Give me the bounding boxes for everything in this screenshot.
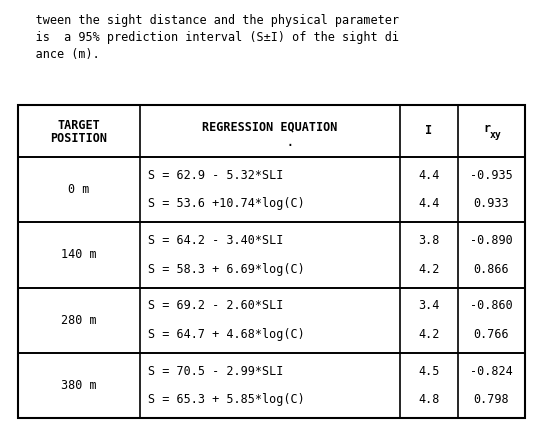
Text: S = 64.7 + 4.68*log(C): S = 64.7 + 4.68*log(C) bbox=[148, 328, 305, 341]
Text: 0 m: 0 m bbox=[68, 183, 90, 196]
Text: 0.933: 0.933 bbox=[473, 198, 509, 210]
Text: tween the sight distance and the physical parameter: tween the sight distance and the physica… bbox=[0, 14, 399, 27]
Text: 4.4: 4.4 bbox=[418, 198, 440, 210]
Text: r: r bbox=[483, 122, 490, 134]
Text: 4.2: 4.2 bbox=[418, 263, 440, 276]
Text: 380 m: 380 m bbox=[61, 379, 97, 392]
Text: -0.935: -0.935 bbox=[470, 169, 513, 182]
Text: REGRESSION EQUATION: REGRESSION EQUATION bbox=[203, 121, 338, 133]
Text: ance (m).: ance (m). bbox=[0, 48, 100, 61]
Text: 0.798: 0.798 bbox=[473, 393, 509, 406]
Text: I: I bbox=[425, 125, 433, 138]
Text: S = 64.2 - 3.40*SLI: S = 64.2 - 3.40*SLI bbox=[148, 234, 283, 247]
Text: 140 m: 140 m bbox=[61, 248, 97, 261]
Text: -0.890: -0.890 bbox=[470, 234, 513, 247]
Text: S = 69.2 - 2.60*SLI: S = 69.2 - 2.60*SLI bbox=[148, 299, 283, 312]
Bar bbox=[18, 105, 525, 418]
Text: POSITION: POSITION bbox=[50, 133, 108, 145]
Text: 4.2: 4.2 bbox=[418, 328, 440, 341]
Text: 3.8: 3.8 bbox=[418, 234, 440, 247]
Text: -0.824: -0.824 bbox=[470, 365, 513, 377]
Text: S = 53.6 +10.74*log(C): S = 53.6 +10.74*log(C) bbox=[148, 198, 305, 210]
Text: .: . bbox=[286, 133, 294, 148]
Text: S = 62.9 - 5.32*SLI: S = 62.9 - 5.32*SLI bbox=[148, 169, 283, 182]
Text: S = 65.3 + 5.85*log(C): S = 65.3 + 5.85*log(C) bbox=[148, 393, 305, 406]
Text: S = 70.5 - 2.99*SLI: S = 70.5 - 2.99*SLI bbox=[148, 365, 283, 377]
Text: 4.5: 4.5 bbox=[418, 365, 440, 377]
Text: -0.860: -0.860 bbox=[470, 299, 513, 312]
Text: 3.4: 3.4 bbox=[418, 299, 440, 312]
Text: 280 m: 280 m bbox=[61, 314, 97, 327]
Text: S = 58.3 + 6.69*log(C): S = 58.3 + 6.69*log(C) bbox=[148, 263, 305, 276]
Text: 4.8: 4.8 bbox=[418, 393, 440, 406]
Text: TARGET: TARGET bbox=[58, 119, 100, 131]
Text: 0.866: 0.866 bbox=[473, 263, 509, 276]
Text: is  a 95% prediction interval (S±I) of the sight di: is a 95% prediction interval (S±I) of th… bbox=[0, 31, 399, 44]
Text: 4.4: 4.4 bbox=[418, 169, 440, 182]
Text: 0.766: 0.766 bbox=[473, 328, 509, 341]
Text: xy: xy bbox=[490, 130, 501, 140]
